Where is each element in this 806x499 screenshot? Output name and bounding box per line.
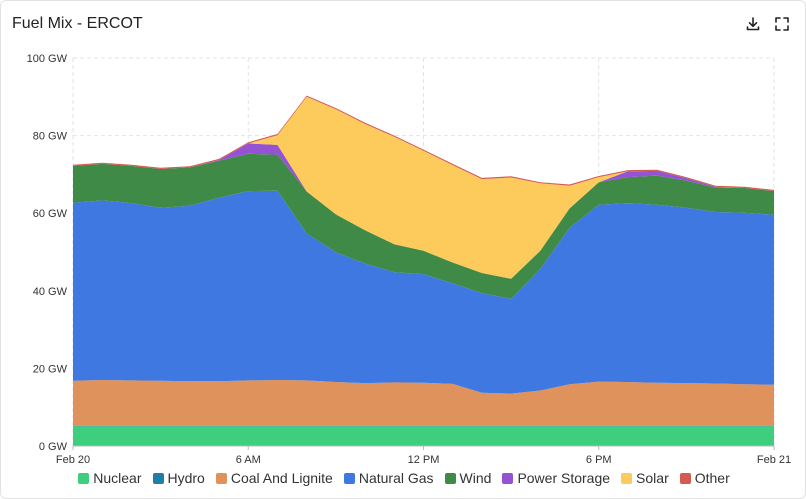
x-tick-label: 12 PM [408,454,440,466]
legend-item-natural-gas[interactable]: Natural Gas [343,470,434,486]
area-coal-and-lignite [73,380,774,426]
legend-label: Solar [636,470,669,486]
x-tick-label: Feb 20 [56,454,90,466]
legend-swatch [679,472,691,484]
legend-item-power-storage[interactable]: Power Storage [502,470,610,486]
chart-title: Fuel Mix - ERCOT [12,15,143,32]
legend-item-coal-and-lignite[interactable]: Coal And Lignite [215,470,333,486]
y-tick-label: 0 GW [39,441,68,453]
legend-label: Nuclear [93,470,142,486]
download-button[interactable] [744,15,762,33]
area-series-group [73,95,774,446]
y-tick-label: 100 GW [27,53,68,65]
legend-swatch [502,472,514,484]
legend-item-wind[interactable]: Wind [444,470,492,486]
area-nuclear [73,426,774,446]
x-tick-label: 6 AM [236,454,261,466]
fullscreen-button[interactable] [773,15,791,33]
legend-item-nuclear[interactable]: Nuclear [78,470,142,486]
chart-legend: Nuclear Hydro Coal And Lignite Natural Gas W… [1,470,806,486]
legend-item-hydro[interactable]: Hydro [152,470,205,486]
y-tick-label: 80 GW [33,131,68,143]
y-tick-label: 60 GW [33,208,68,220]
legend-swatch [78,472,90,484]
legend-item-other[interactable]: Other [679,470,730,486]
legend-swatch [343,472,355,484]
fullscreen-icon [775,17,789,31]
y-tick-label: 20 GW [33,363,68,375]
legend-swatch [215,472,227,484]
legend-label: Wind [459,470,492,486]
area-wind [73,153,774,299]
legend-swatch [621,472,633,484]
legend-item-solar[interactable]: Solar [621,470,669,486]
legend-label: Hydro [167,470,205,486]
download-icon [746,17,760,31]
legend-swatch [152,472,164,484]
legend-swatch [444,472,456,484]
legend-label: Natural Gas [358,470,434,486]
legend-label: Other [694,470,730,486]
legend-label: Coal And Lignite [230,470,333,486]
x-tick-label: 6 PM [586,454,612,466]
y-tick-label: 40 GW [33,286,68,298]
fuel-mix-chart: 0 GW 20 GW 40 GW 60 GW 80 GW 100 GW Feb 20 6 AM… [27,53,791,466]
area-natural-gas [73,190,774,394]
x-tick-label: Feb 21 [757,454,791,466]
area-solar [73,96,774,279]
legend-label: Power Storage [517,470,611,486]
